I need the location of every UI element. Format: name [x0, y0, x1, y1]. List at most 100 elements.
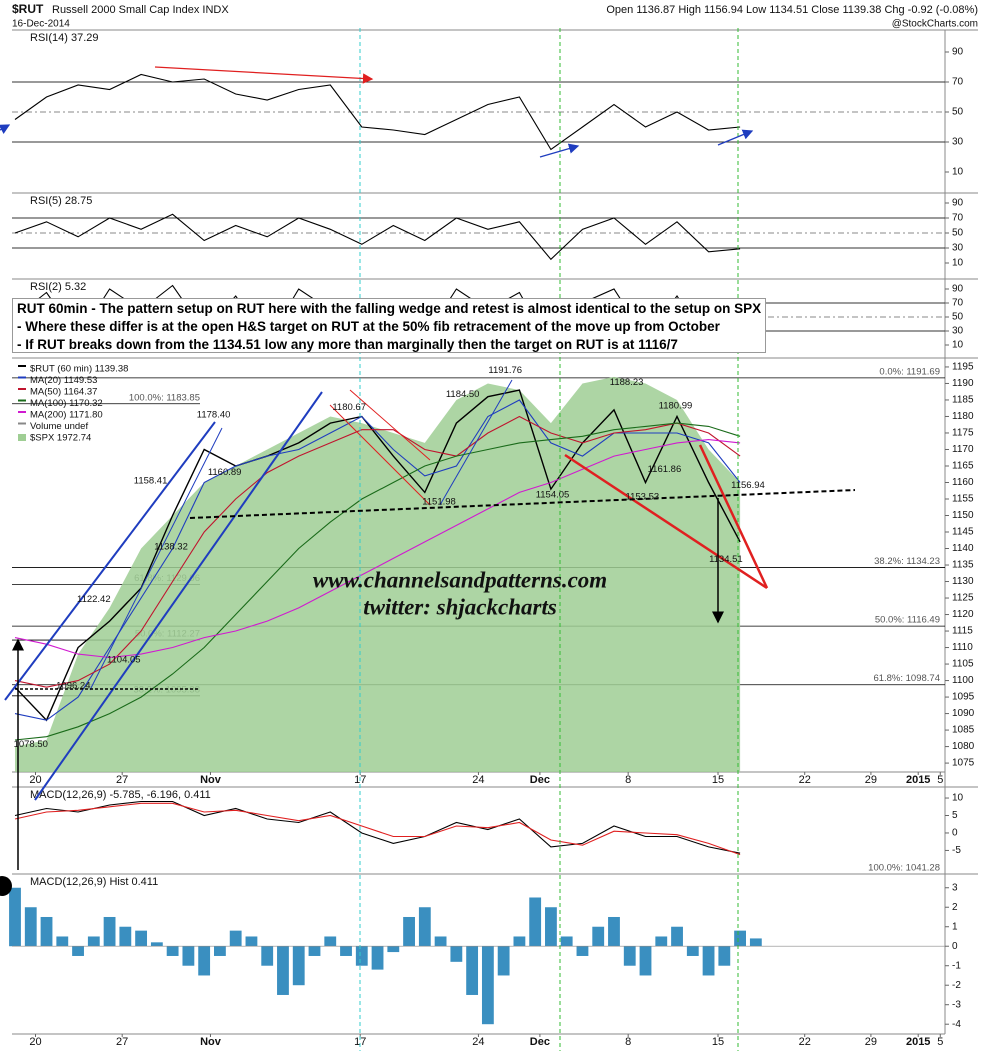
bar [576, 946, 589, 956]
panel-title: MACD(12,26,9) Hist 0.411 [30, 876, 158, 888]
y-tick-label: 1125 [952, 593, 974, 604]
panel-title: MACD(12,26,9) -5.785, -6.196, 0.411 [30, 789, 211, 801]
line [14, 73, 741, 151]
bar [324, 936, 337, 947]
y-tick-label: 2 [952, 902, 958, 913]
bar [434, 936, 447, 947]
bar [403, 916, 415, 947]
y-tick-label: 1130 [952, 576, 974, 587]
y-tick-label: 0 [952, 941, 958, 952]
y-tick-label: 30 [952, 137, 964, 148]
y-tick-label: -4 [952, 1019, 961, 1030]
y-tick-label: 1100 [952, 675, 974, 686]
x-tick-label: Nov [200, 774, 222, 786]
date: 16-Dec-2014 [12, 19, 70, 30]
bar [340, 946, 352, 956]
y-tick-label: 1140 [952, 543, 974, 554]
x-tick-label: Dec [530, 1036, 550, 1048]
bar [497, 946, 510, 976]
bar [639, 946, 652, 976]
y-tick-label: 1110 [952, 642, 973, 653]
x-tick-label: 27 [116, 1036, 128, 1048]
x-tick-label: 17 [354, 1036, 366, 1048]
bar [135, 930, 148, 947]
x-tick-label: 24 [472, 774, 484, 786]
y-tick-label: 1120 [952, 609, 974, 620]
y-tick-label: 0 [952, 828, 958, 839]
x-tick-label: 22 [799, 774, 811, 786]
bar [150, 942, 163, 947]
legend-swatch [18, 365, 26, 367]
bar [371, 946, 384, 970]
y-tick-label: 1 [952, 921, 958, 932]
panel-title: RSI(2) 5.32 [30, 281, 86, 293]
legend-label: Volume undef [30, 421, 88, 432]
y-tick-label: 1155 [952, 494, 974, 505]
bar [87, 936, 100, 947]
bar [545, 907, 557, 947]
y-tick-label: 90 [952, 47, 964, 58]
line [14, 802, 741, 856]
y-tick-label: 1195 [952, 362, 974, 373]
bar [9, 887, 21, 947]
y-tick-label: 1165 [952, 461, 974, 472]
y-tick-label: 50 [952, 312, 964, 323]
legend-label: MA(200) 1171.80 [30, 410, 103, 421]
y-tick-label: -2 [952, 980, 961, 991]
bar [655, 936, 668, 947]
y-tick-label: 1175 [952, 428, 974, 439]
legend-label: MA(100) 1170.32 [30, 398, 103, 409]
y-tick-label: 5 [952, 810, 958, 821]
y-tick-label: 1145 [952, 527, 974, 538]
bar [387, 946, 400, 953]
x-tick-label: 17 [354, 774, 366, 786]
panel-title: RSI(5) 28.75 [30, 195, 92, 207]
panel-title: RSI(14) 37.29 [30, 32, 98, 44]
fib-label: 0.0%: 1191.69 [879, 366, 940, 377]
fib-label: 61.8%: 1098.74 [873, 673, 940, 684]
bar [72, 946, 84, 956]
bar [40, 916, 53, 947]
bar [718, 946, 731, 966]
x-tick-label: 8 [625, 1036, 631, 1048]
y-tick-label: 70 [952, 77, 964, 88]
legend-swatch [18, 399, 26, 402]
legend-swatch [18, 388, 26, 390]
bar [277, 946, 289, 995]
bar [182, 946, 195, 966]
bar [450, 946, 463, 962]
x-tick-label: 2015 [906, 1036, 930, 1048]
y-tick-label: 10 [952, 167, 964, 178]
index-name: Russell 2000 Small Cap Index INDX [52, 4, 229, 16]
y-tick-label: 1105 [952, 659, 974, 670]
bar [355, 946, 368, 966]
credit: @StockCharts.com [892, 19, 978, 30]
y-tick-label: 50 [952, 228, 964, 239]
bar [24, 907, 37, 947]
y-tick-label: 90 [952, 198, 964, 209]
legend-swatch [18, 434, 26, 441]
bar [308, 946, 321, 956]
note-box: RUT 60min - The pattern setup on RUT her… [12, 298, 766, 353]
x-tick-label: 8 [625, 774, 631, 786]
y-tick-label: 3 [952, 882, 958, 893]
y-tick-label: 70 [952, 298, 964, 309]
y-tick-label: 70 [952, 213, 964, 224]
y-tick-label: 1090 [952, 708, 975, 719]
y-tick-label: 30 [952, 243, 964, 254]
y-tick-label: 1185 [952, 395, 974, 406]
bar [245, 936, 258, 947]
bar [560, 936, 573, 947]
y-tick-label: -3 [952, 999, 961, 1010]
bar [119, 926, 132, 947]
bar [529, 897, 542, 947]
y-tick-label: 1085 [952, 725, 975, 736]
y-tick-label: 90 [952, 284, 964, 295]
bar [166, 946, 179, 956]
x-tick-label: 24 [472, 1036, 484, 1048]
legend-label: $SPX 1972.74 [30, 433, 91, 444]
bar [592, 926, 605, 947]
y-tick-label: 50 [952, 107, 964, 118]
